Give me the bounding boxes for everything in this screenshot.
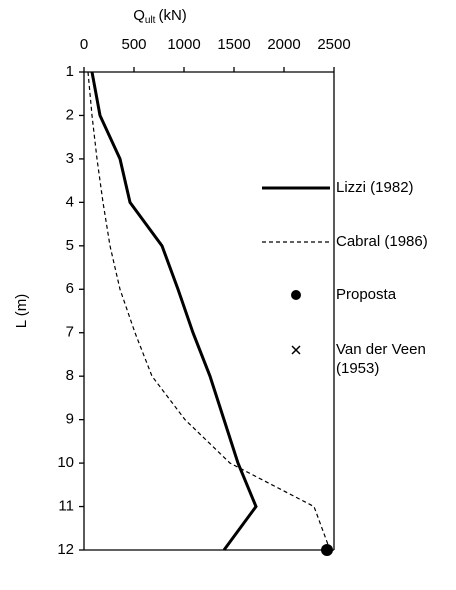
legend-swatch: [291, 290, 301, 300]
legend-swatch: [291, 345, 301, 355]
y-tick-label: 7: [66, 324, 74, 341]
x-tick-label: 2500: [317, 36, 350, 53]
x-title-sub: ult: [145, 15, 156, 26]
y-axis-title: L (m): [13, 294, 30, 328]
series-line: [90, 71, 258, 551]
y-tick-label: 3: [66, 150, 74, 167]
y-tick-label: 11: [58, 498, 74, 515]
y-tick-label: 6: [66, 280, 74, 297]
x-axis-title: Qult (kN): [133, 7, 187, 26]
x-tick-label: 1500: [217, 36, 250, 53]
y-tick-label: 1: [66, 63, 74, 80]
y-tick-label: 5: [66, 237, 74, 254]
y-tick-label: 4: [66, 193, 74, 210]
y-tick-label: 9: [66, 411, 74, 428]
legend-label: Cabral (1986): [336, 233, 428, 250]
point: [322, 545, 332, 555]
y-tick-label: 8: [66, 367, 74, 384]
y-tick-label: 2: [66, 106, 74, 123]
x-tick-label: 500: [121, 36, 146, 53]
legend-label: Lizzi (1982): [336, 179, 414, 196]
legend-label: Proposta: [336, 286, 397, 303]
x-tick-label: 0: [80, 36, 88, 53]
x-title-main: Q: [133, 7, 145, 24]
x-tick-label: 1000: [167, 36, 200, 53]
series-line: [87, 71, 331, 551]
y-tick-label: 10: [57, 454, 74, 471]
legend-label: Van der Veen (1953): [336, 341, 426, 377]
x-title-unit: (kN): [158, 7, 186, 24]
y-tick-label: 12: [57, 541, 74, 558]
x-tick-label: 2000: [267, 36, 300, 53]
